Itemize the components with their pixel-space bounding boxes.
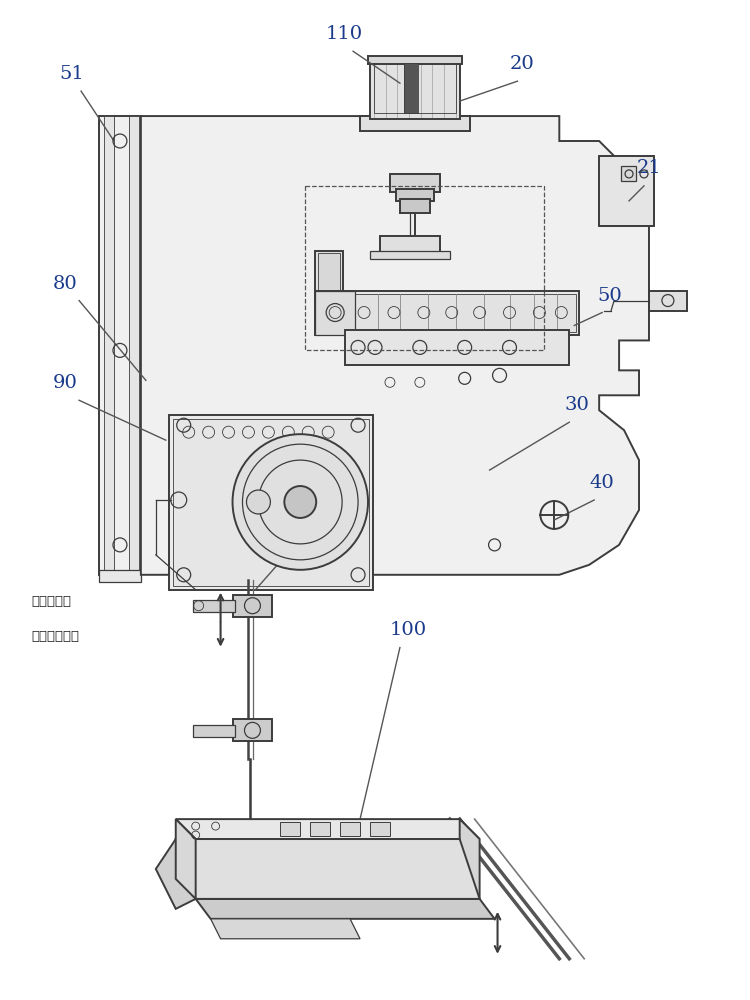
Bar: [599, 156, 654, 226]
Text: 20: 20: [509, 55, 534, 73]
Polygon shape: [176, 819, 196, 899]
Text: 51: 51: [59, 65, 84, 83]
Bar: [169, 415, 373, 590]
Bar: [621, 166, 636, 181]
Bar: [315, 251, 343, 301]
Bar: [345, 330, 569, 365]
Bar: [370, 61, 460, 119]
Bar: [193, 725, 235, 737]
Bar: [318, 253, 340, 299]
Bar: [400, 199, 430, 213]
Bar: [129, 116, 139, 575]
Bar: [370, 251, 450, 259]
Bar: [380, 236, 440, 254]
Bar: [396, 189, 433, 201]
Bar: [315, 291, 579, 335]
Bar: [193, 600, 235, 612]
Bar: [368, 56, 462, 64]
Bar: [232, 595, 272, 617]
Bar: [340, 822, 360, 836]
Bar: [360, 116, 470, 131]
Bar: [370, 822, 390, 836]
Bar: [390, 174, 439, 192]
Bar: [232, 719, 272, 741]
Polygon shape: [211, 919, 360, 939]
Text: 50: 50: [597, 287, 622, 305]
Text: 40: 40: [590, 474, 614, 492]
Bar: [305, 186, 544, 350]
Polygon shape: [141, 116, 649, 575]
Polygon shape: [176, 879, 479, 899]
Polygon shape: [176, 839, 479, 899]
Bar: [172, 419, 369, 586]
Text: 90: 90: [53, 374, 78, 392]
Bar: [404, 63, 418, 113]
Text: 110: 110: [326, 25, 362, 43]
Text: 100: 100: [390, 621, 427, 639]
Circle shape: [232, 434, 368, 570]
Text: 80: 80: [53, 275, 78, 293]
Polygon shape: [176, 819, 479, 839]
Circle shape: [247, 490, 271, 514]
Text: 向下电机转动: 向下电机转动: [32, 630, 80, 643]
Bar: [315, 291, 355, 335]
Bar: [374, 63, 456, 113]
Polygon shape: [460, 819, 479, 899]
Polygon shape: [196, 899, 494, 919]
Text: 21: 21: [637, 159, 662, 177]
Circle shape: [284, 486, 316, 518]
Bar: [404, 63, 418, 113]
Text: 30: 30: [564, 396, 590, 414]
Polygon shape: [156, 839, 196, 909]
Bar: [310, 822, 330, 836]
Text: 向上抬压脚: 向上抬压脚: [32, 595, 71, 608]
Bar: [99, 570, 141, 582]
Bar: [649, 291, 687, 311]
Bar: [280, 822, 300, 836]
Polygon shape: [141, 116, 649, 575]
Bar: [104, 116, 114, 575]
Text: 81: 81: [310, 496, 335, 514]
Polygon shape: [99, 116, 141, 575]
Bar: [318, 294, 576, 332]
